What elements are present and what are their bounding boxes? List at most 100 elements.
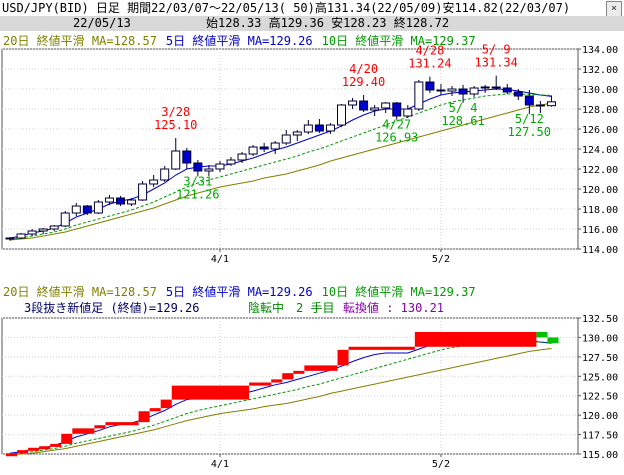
annotation-date: 4/28 <box>415 44 444 58</box>
y-tick-label: 134.00 <box>582 45 618 56</box>
annotation-date: 4/27 <box>382 118 411 132</box>
candle-up <box>447 88 457 92</box>
sanbon-label: 3段抜き新値足 (終値)=129.26 <box>24 300 199 315</box>
ma-line-3 <box>9 340 552 455</box>
candle-up <box>348 100 358 106</box>
ma-line-1 <box>9 102 552 241</box>
y-tick-label: 127.50 <box>582 353 618 364</box>
candle-up <box>204 168 214 172</box>
annotation-value: 126.93 <box>375 131 418 145</box>
candle-up <box>160 168 170 181</box>
candle-up <box>226 159 236 165</box>
sanbon-brick-up <box>28 447 40 451</box>
x-tick-label: 5/2 <box>432 459 450 470</box>
candle-down <box>359 100 369 111</box>
close-button[interactable]: × <box>606 1 622 17</box>
y-tick-label: 126.00 <box>582 125 618 136</box>
title-bar: USD/JPY(BID) 日足 期間22/03/07～22/05/13( 50)… <box>0 0 624 18</box>
candle-up <box>38 228 48 232</box>
candle-up <box>403 108 413 117</box>
y-tick-label: 125.00 <box>582 372 618 383</box>
candle-up <box>27 230 37 235</box>
candle-down <box>314 124 324 132</box>
candle-up <box>414 81 424 110</box>
sanbon-brick-up <box>271 379 283 383</box>
candle-down <box>458 88 468 95</box>
annotation-value: 128.61 <box>441 114 484 128</box>
candle-up <box>480 86 490 89</box>
candle-down <box>193 162 203 172</box>
ma-line-3 <box>9 93 552 240</box>
annotation-value: 125.10 <box>154 118 197 132</box>
candle-up <box>381 102 391 109</box>
annotation-date: 5/12 <box>515 112 544 126</box>
candle-down <box>182 150 192 164</box>
sanbon-brick-up <box>337 349 349 366</box>
y-tick-label: 120.00 <box>582 411 618 422</box>
chart-title: USD/JPY(BID) 日足 期間22/03/07～22/05/13( 50)… <box>2 1 571 15</box>
y-tick-label: 132.50 <box>582 314 618 325</box>
candle-down <box>436 89 446 92</box>
sanbon-brick-up <box>6 453 18 457</box>
candle-up <box>5 237 15 240</box>
sanbon-brick-up <box>39 446 51 450</box>
candle-down <box>491 86 501 89</box>
sanbon-brick-up <box>282 373 294 380</box>
y-tick-label: 122.50 <box>582 392 618 403</box>
candle-down <box>513 91 523 97</box>
sanbon-brick-up <box>160 399 172 409</box>
sanbon-brick-up <box>348 346 415 350</box>
annotation-value: 131.34 <box>475 56 518 70</box>
annotation-date: 3/31 <box>183 174 212 188</box>
x-tick-label: 4/1 <box>211 459 229 470</box>
candle-down <box>392 102 402 117</box>
candle-up <box>93 201 103 214</box>
legend-item-1: 20日 終値平滑 MA=128.57 <box>3 284 157 299</box>
candle-down <box>116 197 125 205</box>
y-tick-label: 130.00 <box>582 333 618 344</box>
ohlc-values: 始128.33 高129.36 安128.23 終128.72 <box>206 16 450 30</box>
sanbon-brick-up <box>94 425 106 429</box>
annotation-date: 5/ 4 <box>449 101 478 115</box>
sanbon-brick-up <box>17 450 29 454</box>
candle-down <box>259 146 269 150</box>
ma-line-1 <box>9 348 552 456</box>
candle-up <box>215 163 225 170</box>
candle-up <box>138 183 148 201</box>
y-tick-label: 120.00 <box>582 185 618 196</box>
trend-status: 陰転中 <box>248 300 284 315</box>
legend-item-2: 5日 終値平滑 MA=129.26 <box>166 284 313 299</box>
legend-item-1: 20日 終値平滑 MA=128.57 <box>3 33 157 48</box>
sanbon-brick-up <box>50 443 62 447</box>
annotation-date: 3/28 <box>161 105 190 119</box>
candle-up <box>546 101 556 107</box>
candle-up <box>60 212 70 227</box>
candle-up <box>71 205 81 214</box>
sanbon-brick-up <box>138 411 150 423</box>
candlestick-chart[interactable]: 114.00 116.00 118.00 120.00 122.00 124.00 126.… <box>0 31 624 267</box>
candle-down <box>425 81 435 91</box>
sanbon-brick-up <box>149 408 161 412</box>
sanbon-brick-up <box>171 385 250 400</box>
candle-up <box>337 104 346 126</box>
candle-up <box>127 199 137 205</box>
candle-down <box>535 104 545 107</box>
y-tick-label: 128.00 <box>582 105 618 116</box>
legend-item-3: 10日 終値平滑 MA=129.37 <box>322 284 476 299</box>
ohlc-info-bar: 22/05/13 始128.33 高129.36 安128.23 終128.72 <box>0 16 624 31</box>
y-tick-label: 124.00 <box>582 145 618 156</box>
sanbon-brick-up <box>72 428 95 434</box>
sanbon-chart[interactable]: 115.00 117.50 120.00 122.50 125.00 127.50 130.… <box>0 282 624 475</box>
candle-up <box>281 134 291 144</box>
y-tick-label: 132.00 <box>582 65 618 76</box>
x-tick-label: 4/1 <box>211 254 229 265</box>
candle-up <box>16 233 26 239</box>
reversal-price: 転換値 : 130.21 <box>343 300 444 315</box>
annotation-value: 121.26 <box>176 187 219 201</box>
annotation-date: 4/20 <box>349 62 378 76</box>
candle-up <box>270 142 280 150</box>
candle-up <box>292 131 302 136</box>
sanbon-brick-up <box>304 365 338 371</box>
sanbon-brick-down <box>547 337 559 344</box>
y-tick-label: 115.00 <box>582 450 618 461</box>
